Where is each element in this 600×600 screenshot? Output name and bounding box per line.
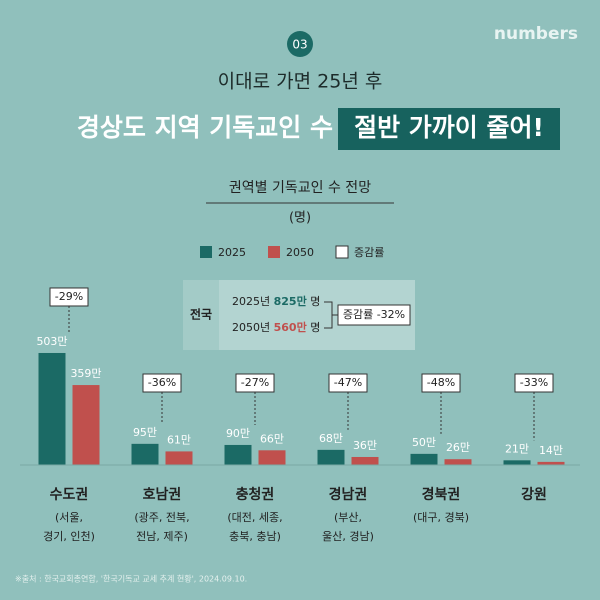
category-detail: 충북, 충남): [229, 530, 281, 543]
source: ※출처 : 한국교회총연합, '한국기독교 교세 추계 현황', 2024.09…: [15, 574, 247, 584]
legend-label: 2050: [286, 246, 314, 259]
category-label: 충청권: [236, 487, 275, 503]
category-label: 호남권: [143, 486, 182, 503]
change-label: -27%: [241, 376, 269, 389]
national-change-box: [337, 304, 411, 326]
value-label: 26만: [446, 441, 470, 454]
category-detail: (부산,: [334, 511, 362, 524]
national-label-cell: [183, 280, 219, 350]
value-label: 503만: [36, 335, 67, 348]
badge: 03: [292, 38, 307, 52]
category-detail: 전남, 제주): [136, 530, 188, 543]
value-label: 66만: [260, 432, 284, 445]
category-label: 수도권: [50, 487, 89, 503]
national-change: 증감률 -32%: [343, 308, 405, 321]
change-box: [328, 373, 368, 393]
bar: [503, 460, 531, 465]
legend-label: 2025: [218, 246, 246, 259]
bar: [38, 352, 66, 465]
change-box: [235, 373, 275, 393]
legend-swatch: [268, 246, 280, 258]
headline: 경상도 지역 기독교인 수: [77, 113, 333, 142]
bar: [165, 451, 193, 465]
change-box: [514, 373, 554, 393]
legend-label: 증감률: [354, 246, 384, 259]
bar: [410, 453, 438, 465]
value-label: 61만: [167, 433, 191, 446]
category-detail: (대구, 경북): [413, 511, 469, 524]
change-label: -29%: [55, 290, 83, 303]
value-label: 359만: [70, 367, 101, 380]
category-detail: (서울,: [55, 511, 83, 524]
bar: [351, 456, 379, 465]
bar: [72, 385, 100, 465]
change-label: -48%: [427, 376, 455, 389]
change-label: -47%: [334, 376, 362, 389]
legend-swatch: [335, 245, 349, 259]
legend-swatch: [200, 246, 212, 258]
bar: [317, 449, 345, 465]
change-box: [142, 373, 182, 393]
change-box: [49, 287, 89, 307]
value-label: 90만: [226, 427, 250, 440]
bar: [537, 461, 565, 465]
badge-circle: [287, 31, 313, 57]
value-label: 50만: [412, 436, 436, 449]
national-year: 2050년 560만 명: [232, 320, 320, 334]
change-box: [421, 373, 461, 393]
change-label: -36%: [148, 376, 176, 389]
category-detail: 경기, 인천): [43, 529, 95, 543]
unit: (명): [289, 211, 311, 226]
national-year: 2025년 825만 명: [232, 294, 320, 308]
logo: numbers: [494, 24, 578, 44]
bar: [444, 459, 472, 465]
value-label: 36만: [353, 439, 377, 452]
bar: [258, 450, 286, 465]
value-label: 68만: [319, 432, 343, 445]
category-label: 강원: [521, 486, 547, 503]
category-label: 경남권: [329, 486, 368, 503]
change-label: -33%: [520, 376, 548, 389]
national-label: 전국: [190, 307, 212, 322]
bracket: [324, 301, 338, 329]
bar: [224, 444, 252, 465]
category-label: 경북권: [422, 486, 461, 503]
kicker: 이대로 가면 25년 후: [218, 71, 383, 93]
category-detail: 울산, 경남): [322, 530, 374, 543]
value-label: 14만: [539, 444, 563, 457]
chart-title: 권역별 기독교인 수 전망: [229, 180, 371, 196]
category-detail: (광주, 전북,: [134, 511, 189, 524]
value-label: 95만: [133, 426, 157, 439]
value-label: 21만: [505, 442, 529, 455]
headline-highlight: 절반 가까이 줄어!: [354, 113, 544, 142]
category-detail: (대전, 세종,: [227, 511, 282, 524]
highlight-box: [338, 108, 560, 150]
bar: [131, 443, 159, 465]
